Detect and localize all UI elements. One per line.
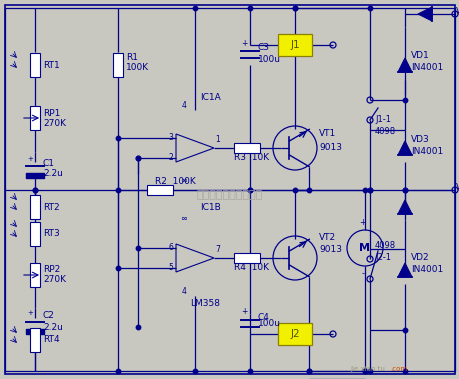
Bar	[30, 222, 40, 246]
Polygon shape	[397, 200, 411, 214]
Text: .com: .com	[389, 366, 406, 372]
Bar	[30, 106, 40, 130]
Text: VD1: VD1	[410, 50, 429, 60]
Text: 2: 2	[168, 153, 173, 163]
Text: R4  10K: R4 10K	[234, 263, 269, 271]
Text: J1-1: J1-1	[374, 116, 390, 124]
Bar	[30, 263, 40, 287]
Text: IN4001: IN4001	[410, 63, 442, 72]
Text: 4: 4	[182, 102, 187, 111]
Text: RT3: RT3	[43, 230, 60, 238]
Text: ∞: ∞	[179, 175, 187, 185]
Text: M: M	[359, 243, 369, 253]
Text: IC1A: IC1A	[200, 94, 220, 102]
Text: 9013: 9013	[318, 246, 341, 255]
Bar	[113, 53, 123, 77]
Text: ∞: ∞	[179, 213, 187, 222]
Text: IN4001: IN4001	[410, 266, 442, 274]
Text: RP1: RP1	[43, 108, 60, 117]
Bar	[234, 253, 259, 263]
Text: 4098: 4098	[374, 241, 395, 249]
Text: RT1: RT1	[43, 61, 60, 69]
Text: +: +	[27, 156, 33, 162]
Text: 7: 7	[214, 246, 219, 255]
Text: RT4: RT4	[43, 335, 60, 345]
Text: C4: C4	[257, 313, 269, 321]
Text: R1: R1	[126, 53, 138, 63]
Text: 100u: 100u	[257, 55, 280, 64]
Text: RT2: RT2	[43, 202, 60, 211]
Text: J2: J2	[290, 329, 299, 339]
Text: C1: C1	[43, 158, 55, 168]
Text: VD3: VD3	[410, 136, 429, 144]
Text: +: +	[27, 310, 33, 316]
Text: +: +	[359, 218, 366, 227]
FancyBboxPatch shape	[277, 323, 311, 345]
Text: -: -	[361, 269, 364, 278]
Polygon shape	[397, 141, 411, 155]
Bar	[147, 185, 173, 195]
Polygon shape	[397, 58, 411, 72]
Text: VD2: VD2	[410, 254, 429, 263]
Text: 4: 4	[182, 287, 187, 296]
Text: 9013: 9013	[318, 144, 341, 152]
Text: 100u: 100u	[257, 319, 280, 329]
Text: 杭州将星科技有限公司: 杭州将星科技有限公司	[196, 190, 263, 200]
Bar	[30, 53, 40, 77]
Text: R3  10K: R3 10K	[234, 152, 269, 161]
Text: +: +	[241, 307, 247, 316]
Text: 4098: 4098	[374, 127, 395, 136]
FancyBboxPatch shape	[277, 34, 311, 56]
Text: C3: C3	[257, 44, 269, 53]
Polygon shape	[417, 7, 431, 21]
Text: +: +	[241, 39, 247, 49]
Text: VSS: VSS	[455, 183, 459, 193]
Text: LM358: LM358	[190, 299, 219, 307]
Polygon shape	[397, 263, 411, 277]
Text: 6: 6	[168, 243, 173, 252]
Bar	[30, 195, 40, 219]
Text: 1: 1	[214, 136, 219, 144]
Text: VDD: VDD	[455, 8, 459, 17]
Text: 2.2u: 2.2u	[43, 169, 63, 179]
Text: jie xian tu: jie xian tu	[349, 366, 384, 372]
Text: 100K: 100K	[126, 64, 149, 72]
Text: 3: 3	[168, 133, 173, 143]
Text: 270K: 270K	[43, 276, 66, 285]
Text: VT2: VT2	[318, 233, 336, 243]
Text: J2-1: J2-1	[374, 252, 390, 262]
Text: VT1: VT1	[318, 130, 336, 138]
Text: R2  100K: R2 100K	[155, 177, 196, 186]
Bar	[234, 143, 259, 153]
Text: RP2: RP2	[43, 266, 60, 274]
Text: 270K: 270K	[43, 119, 66, 127]
Text: IN4001: IN4001	[410, 147, 442, 157]
Text: IC1B: IC1B	[200, 204, 220, 213]
Bar	[30, 328, 40, 352]
Text: J1: J1	[290, 40, 299, 50]
Text: 5: 5	[168, 263, 173, 273]
Text: C2: C2	[43, 312, 55, 321]
Text: 2.2u: 2.2u	[43, 323, 63, 332]
